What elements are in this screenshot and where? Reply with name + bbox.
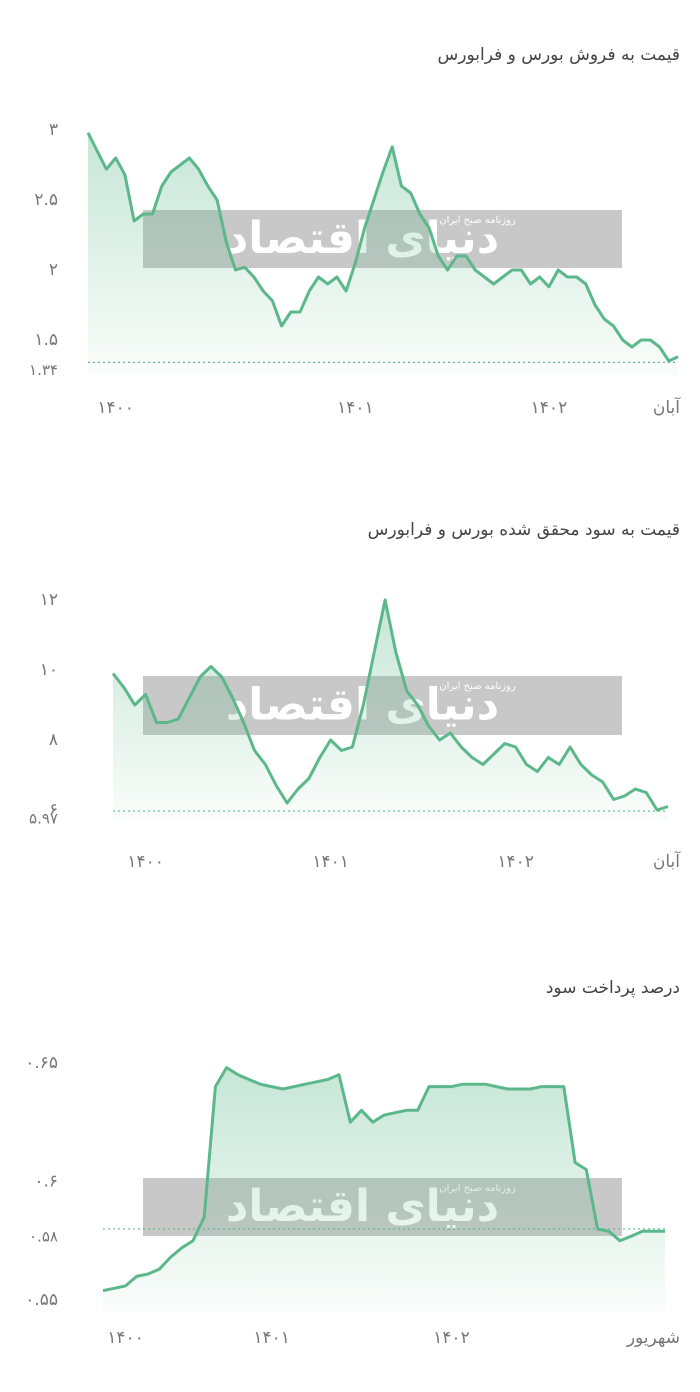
reference-label: ۵.۹۷: [29, 810, 58, 828]
x-tick-label: ۱۴۰۱: [337, 398, 374, 418]
y-tick-label: ۱۰: [40, 660, 58, 680]
chart-title: قیمت به سود محقق شده بورس و فرابورس: [368, 520, 680, 540]
watermark-subtitle: روزنامه صبح ایران: [439, 681, 516, 692]
x-tick-label: ۱۴۰۲: [531, 398, 568, 418]
y-tick-label: ۰.۵۵: [25, 1290, 58, 1310]
x-tick-label: آبان: [653, 850, 681, 872]
x-tick-label: ۱۴۰۰: [97, 398, 134, 418]
y-tick-label: ۲.۵: [34, 190, 58, 210]
x-tick-label: ۱۴۰۱: [312, 852, 349, 872]
y-tick-label: ۰.۶۵: [25, 1053, 58, 1073]
x-tick-label: ۱۴۰۱: [253, 1328, 290, 1348]
x-tick-label: آبان: [653, 396, 681, 418]
reference-label: ۱.۳۴: [29, 361, 58, 379]
x-tick-label: ۱۴۰۲: [497, 852, 534, 872]
x-tick-label: ۱۴۰۲: [433, 1328, 470, 1348]
y-tick-label: ۳: [49, 120, 58, 140]
area: [103, 1067, 665, 1312]
y-tick-label: ۱.۵: [34, 330, 58, 350]
watermark-subtitle: روزنامه صبح ایران: [439, 215, 516, 226]
x-tick-label: شهریور: [626, 1328, 680, 1348]
line: [86, 132, 679, 363]
y-tick-label: ۲: [49, 260, 58, 280]
chart-title: قیمت به فروش بورس و فرابورس: [438, 45, 681, 65]
line: [111, 598, 669, 812]
x-tick-label: ۱۴۰۰: [107, 1328, 144, 1348]
y-tick-label: ۶: [49, 800, 58, 820]
reference-label: ۰.۵۸: [29, 1227, 58, 1245]
line: [102, 1066, 665, 1293]
y-tick-label: ۰.۶: [34, 1172, 58, 1192]
y-tick-label: ۸: [49, 730, 58, 750]
x-tick-label: ۱۴۰۰: [127, 852, 164, 872]
y-tick-label: ۱۲: [40, 590, 58, 610]
chart-title: درصد پرداخت سود: [546, 978, 680, 998]
area: [88, 132, 678, 375]
area: [113, 600, 668, 821]
